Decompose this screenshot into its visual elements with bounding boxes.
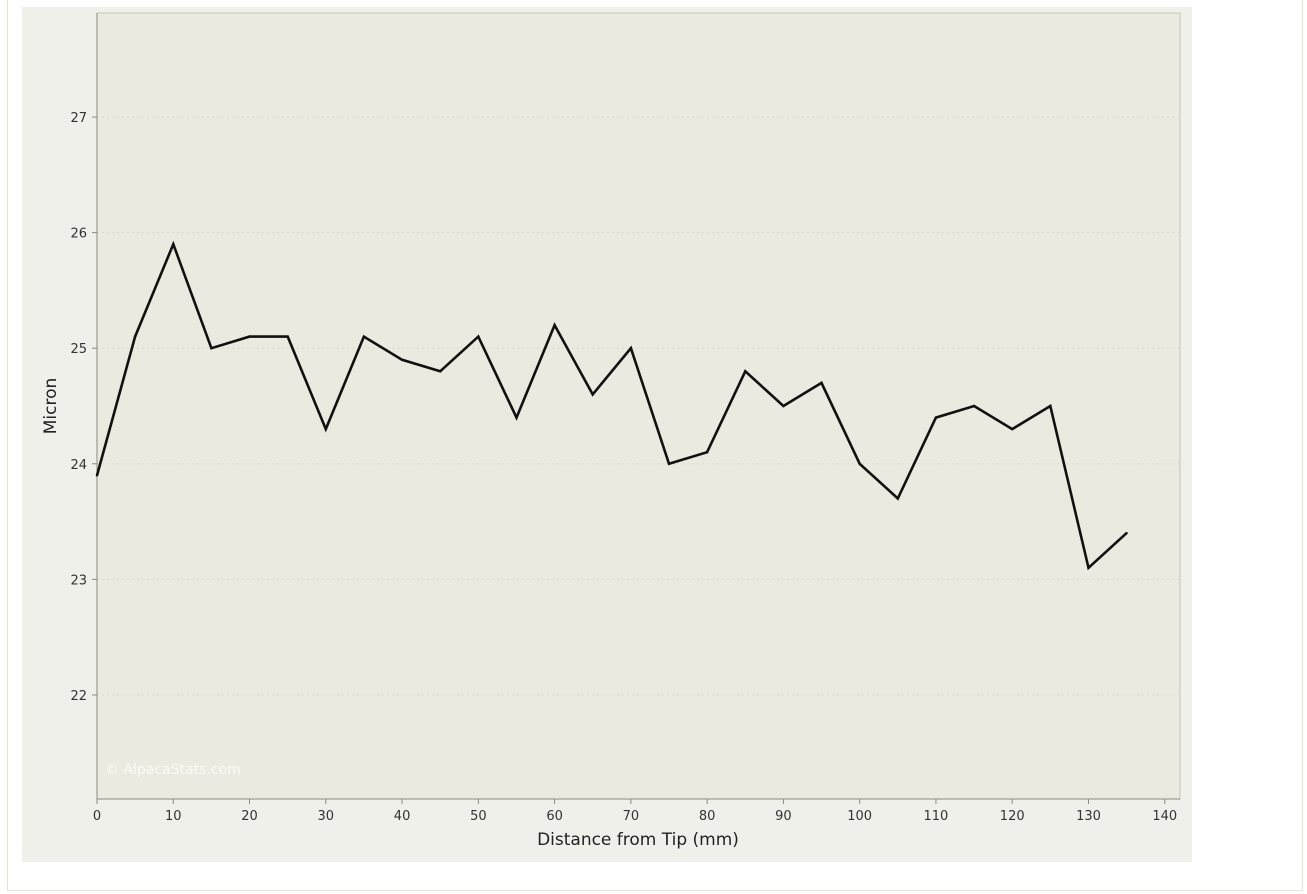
y-tick-label: 25	[70, 342, 87, 357]
x-tick-label: 60	[546, 809, 563, 824]
data-point	[858, 462, 861, 465]
x-tick-label: 130	[1076, 809, 1101, 824]
x-tick-label: 50	[470, 809, 487, 824]
x-tick-label: 120	[1000, 809, 1025, 824]
x-axis-label: Distance from Tip (mm)	[537, 830, 739, 850]
data-point	[477, 335, 480, 338]
data-point	[172, 242, 175, 246]
x-tick-label: 140	[1152, 809, 1177, 824]
data-point	[896, 497, 900, 500]
data-point	[782, 404, 785, 408]
x-axis-ticks: 0 10 20 30 40 50 60 70 80 90 100 110 120 130 140	[93, 799, 1177, 824]
data-point	[744, 370, 747, 373]
data-point	[362, 335, 366, 338]
data-point	[400, 358, 404, 361]
data-point	[324, 427, 328, 431]
x-tick-label: 0	[93, 809, 101, 824]
y-tick-label: 27	[70, 111, 87, 126]
x-tick-label: 40	[394, 809, 411, 824]
x-tick-label: 100	[847, 809, 872, 824]
data-point	[286, 335, 289, 338]
y-axis-ticks: 22 23 24 25 26 27	[70, 111, 97, 704]
x-tick-label: 90	[775, 809, 792, 824]
y-axis-label: Micron	[41, 378, 61, 435]
plot-area	[97, 13, 1180, 799]
data-point	[439, 370, 442, 373]
y-tick-label: 26	[70, 227, 87, 242]
data-point	[1011, 427, 1014, 431]
y-tick-label: 24	[70, 458, 87, 473]
series-line	[95, 240, 1128, 571]
y-tick-label: 23	[70, 573, 87, 588]
data-point	[248, 335, 251, 338]
data-point	[1049, 404, 1052, 408]
data-point	[95, 474, 99, 477]
data-point	[934, 416, 938, 419]
x-tick-label: 80	[699, 809, 716, 824]
axes	[96, 12, 1181, 800]
chart-frame	[7, 0, 1303, 891]
data-point	[820, 381, 823, 385]
watermark: © AlpacaStats.com	[105, 762, 241, 778]
x-tick-label: 10	[165, 809, 182, 824]
data-point	[705, 451, 709, 454]
data-point	[1125, 531, 1128, 535]
x-tick-label: 70	[623, 809, 640, 824]
series-layer	[95, 240, 1128, 571]
gridlines	[97, 116, 1180, 696]
data-point	[553, 323, 556, 327]
y-tick-label: 22	[70, 689, 87, 704]
data-point	[133, 335, 137, 338]
x-tick-label: 30	[318, 809, 335, 824]
data-point	[515, 416, 518, 419]
data-point	[591, 393, 594, 396]
data-point	[1087, 566, 1090, 570]
data-point	[972, 404, 976, 408]
data-point	[629, 347, 633, 350]
data-point	[210, 347, 213, 350]
x-tick-label: 20	[241, 809, 258, 824]
data-point	[667, 462, 671, 465]
x-tick-label: 110	[924, 809, 949, 824]
